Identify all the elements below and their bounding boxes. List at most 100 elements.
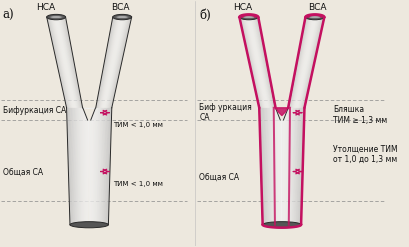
Polygon shape (61, 17, 79, 108)
Polygon shape (240, 17, 260, 108)
Polygon shape (51, 17, 70, 108)
Polygon shape (266, 108, 269, 225)
Polygon shape (297, 17, 315, 108)
Polygon shape (51, 17, 71, 108)
Polygon shape (107, 108, 111, 225)
Polygon shape (84, 108, 86, 225)
Polygon shape (255, 17, 273, 108)
Polygon shape (296, 17, 315, 108)
Text: ТИМ < 1,0 мм: ТИМ < 1,0 мм (112, 181, 162, 187)
Polygon shape (295, 108, 299, 225)
Polygon shape (258, 108, 263, 225)
Text: НСА: НСА (36, 3, 55, 12)
Polygon shape (106, 17, 124, 108)
Polygon shape (91, 108, 92, 225)
Polygon shape (106, 17, 126, 108)
Polygon shape (57, 17, 76, 108)
Polygon shape (248, 17, 267, 108)
Polygon shape (62, 17, 80, 108)
Polygon shape (292, 17, 310, 108)
Polygon shape (100, 17, 119, 108)
Polygon shape (292, 108, 295, 225)
Polygon shape (107, 17, 126, 108)
Polygon shape (242, 17, 261, 108)
Polygon shape (106, 17, 126, 108)
Polygon shape (55, 17, 74, 108)
Polygon shape (271, 108, 273, 225)
Polygon shape (106, 17, 125, 108)
Polygon shape (279, 108, 280, 225)
Polygon shape (288, 17, 306, 108)
Polygon shape (103, 17, 122, 108)
Polygon shape (59, 17, 77, 108)
Polygon shape (111, 17, 131, 108)
Polygon shape (257, 17, 274, 108)
Polygon shape (296, 17, 315, 108)
Polygon shape (103, 17, 121, 108)
Polygon shape (105, 17, 124, 108)
Polygon shape (100, 17, 118, 108)
Polygon shape (71, 108, 74, 225)
Ellipse shape (70, 222, 108, 228)
Polygon shape (301, 17, 320, 108)
Polygon shape (253, 17, 271, 108)
Polygon shape (99, 17, 117, 108)
Ellipse shape (115, 16, 128, 19)
Polygon shape (48, 17, 68, 108)
Polygon shape (81, 108, 83, 225)
Polygon shape (96, 17, 113, 108)
Polygon shape (83, 108, 85, 225)
Polygon shape (110, 17, 130, 108)
Polygon shape (301, 17, 321, 108)
Polygon shape (292, 17, 311, 108)
Polygon shape (100, 17, 118, 108)
Polygon shape (89, 108, 90, 225)
Polygon shape (63, 17, 81, 108)
Polygon shape (98, 17, 116, 108)
Polygon shape (59, 17, 78, 108)
Polygon shape (294, 108, 298, 225)
Polygon shape (102, 17, 121, 108)
Polygon shape (54, 17, 73, 108)
Polygon shape (252, 17, 270, 108)
Polygon shape (101, 108, 103, 225)
Polygon shape (64, 17, 82, 108)
Polygon shape (99, 17, 117, 108)
Polygon shape (56, 17, 75, 108)
Polygon shape (276, 108, 278, 225)
Polygon shape (70, 108, 74, 225)
Polygon shape (249, 17, 268, 108)
Polygon shape (280, 108, 281, 225)
Polygon shape (77, 108, 79, 225)
Polygon shape (297, 17, 316, 108)
Polygon shape (102, 108, 105, 225)
Polygon shape (99, 108, 102, 225)
Polygon shape (102, 17, 120, 108)
Polygon shape (243, 17, 263, 108)
Polygon shape (95, 108, 97, 225)
Polygon shape (257, 17, 274, 108)
Polygon shape (52, 17, 71, 108)
Ellipse shape (262, 222, 300, 228)
Polygon shape (110, 17, 129, 108)
Polygon shape (295, 17, 314, 108)
Polygon shape (50, 17, 70, 108)
Polygon shape (96, 17, 114, 108)
Polygon shape (292, 17, 310, 108)
Polygon shape (108, 17, 127, 108)
Polygon shape (288, 17, 306, 108)
Polygon shape (293, 108, 295, 225)
Polygon shape (300, 17, 320, 108)
Polygon shape (95, 108, 97, 225)
Polygon shape (97, 17, 115, 108)
Polygon shape (299, 17, 318, 108)
Polygon shape (101, 17, 119, 108)
Polygon shape (301, 17, 321, 108)
Polygon shape (252, 17, 270, 108)
Polygon shape (299, 108, 303, 225)
Polygon shape (99, 17, 117, 108)
Polygon shape (97, 108, 99, 225)
Polygon shape (272, 108, 274, 225)
Polygon shape (240, 17, 261, 108)
Polygon shape (101, 17, 119, 108)
